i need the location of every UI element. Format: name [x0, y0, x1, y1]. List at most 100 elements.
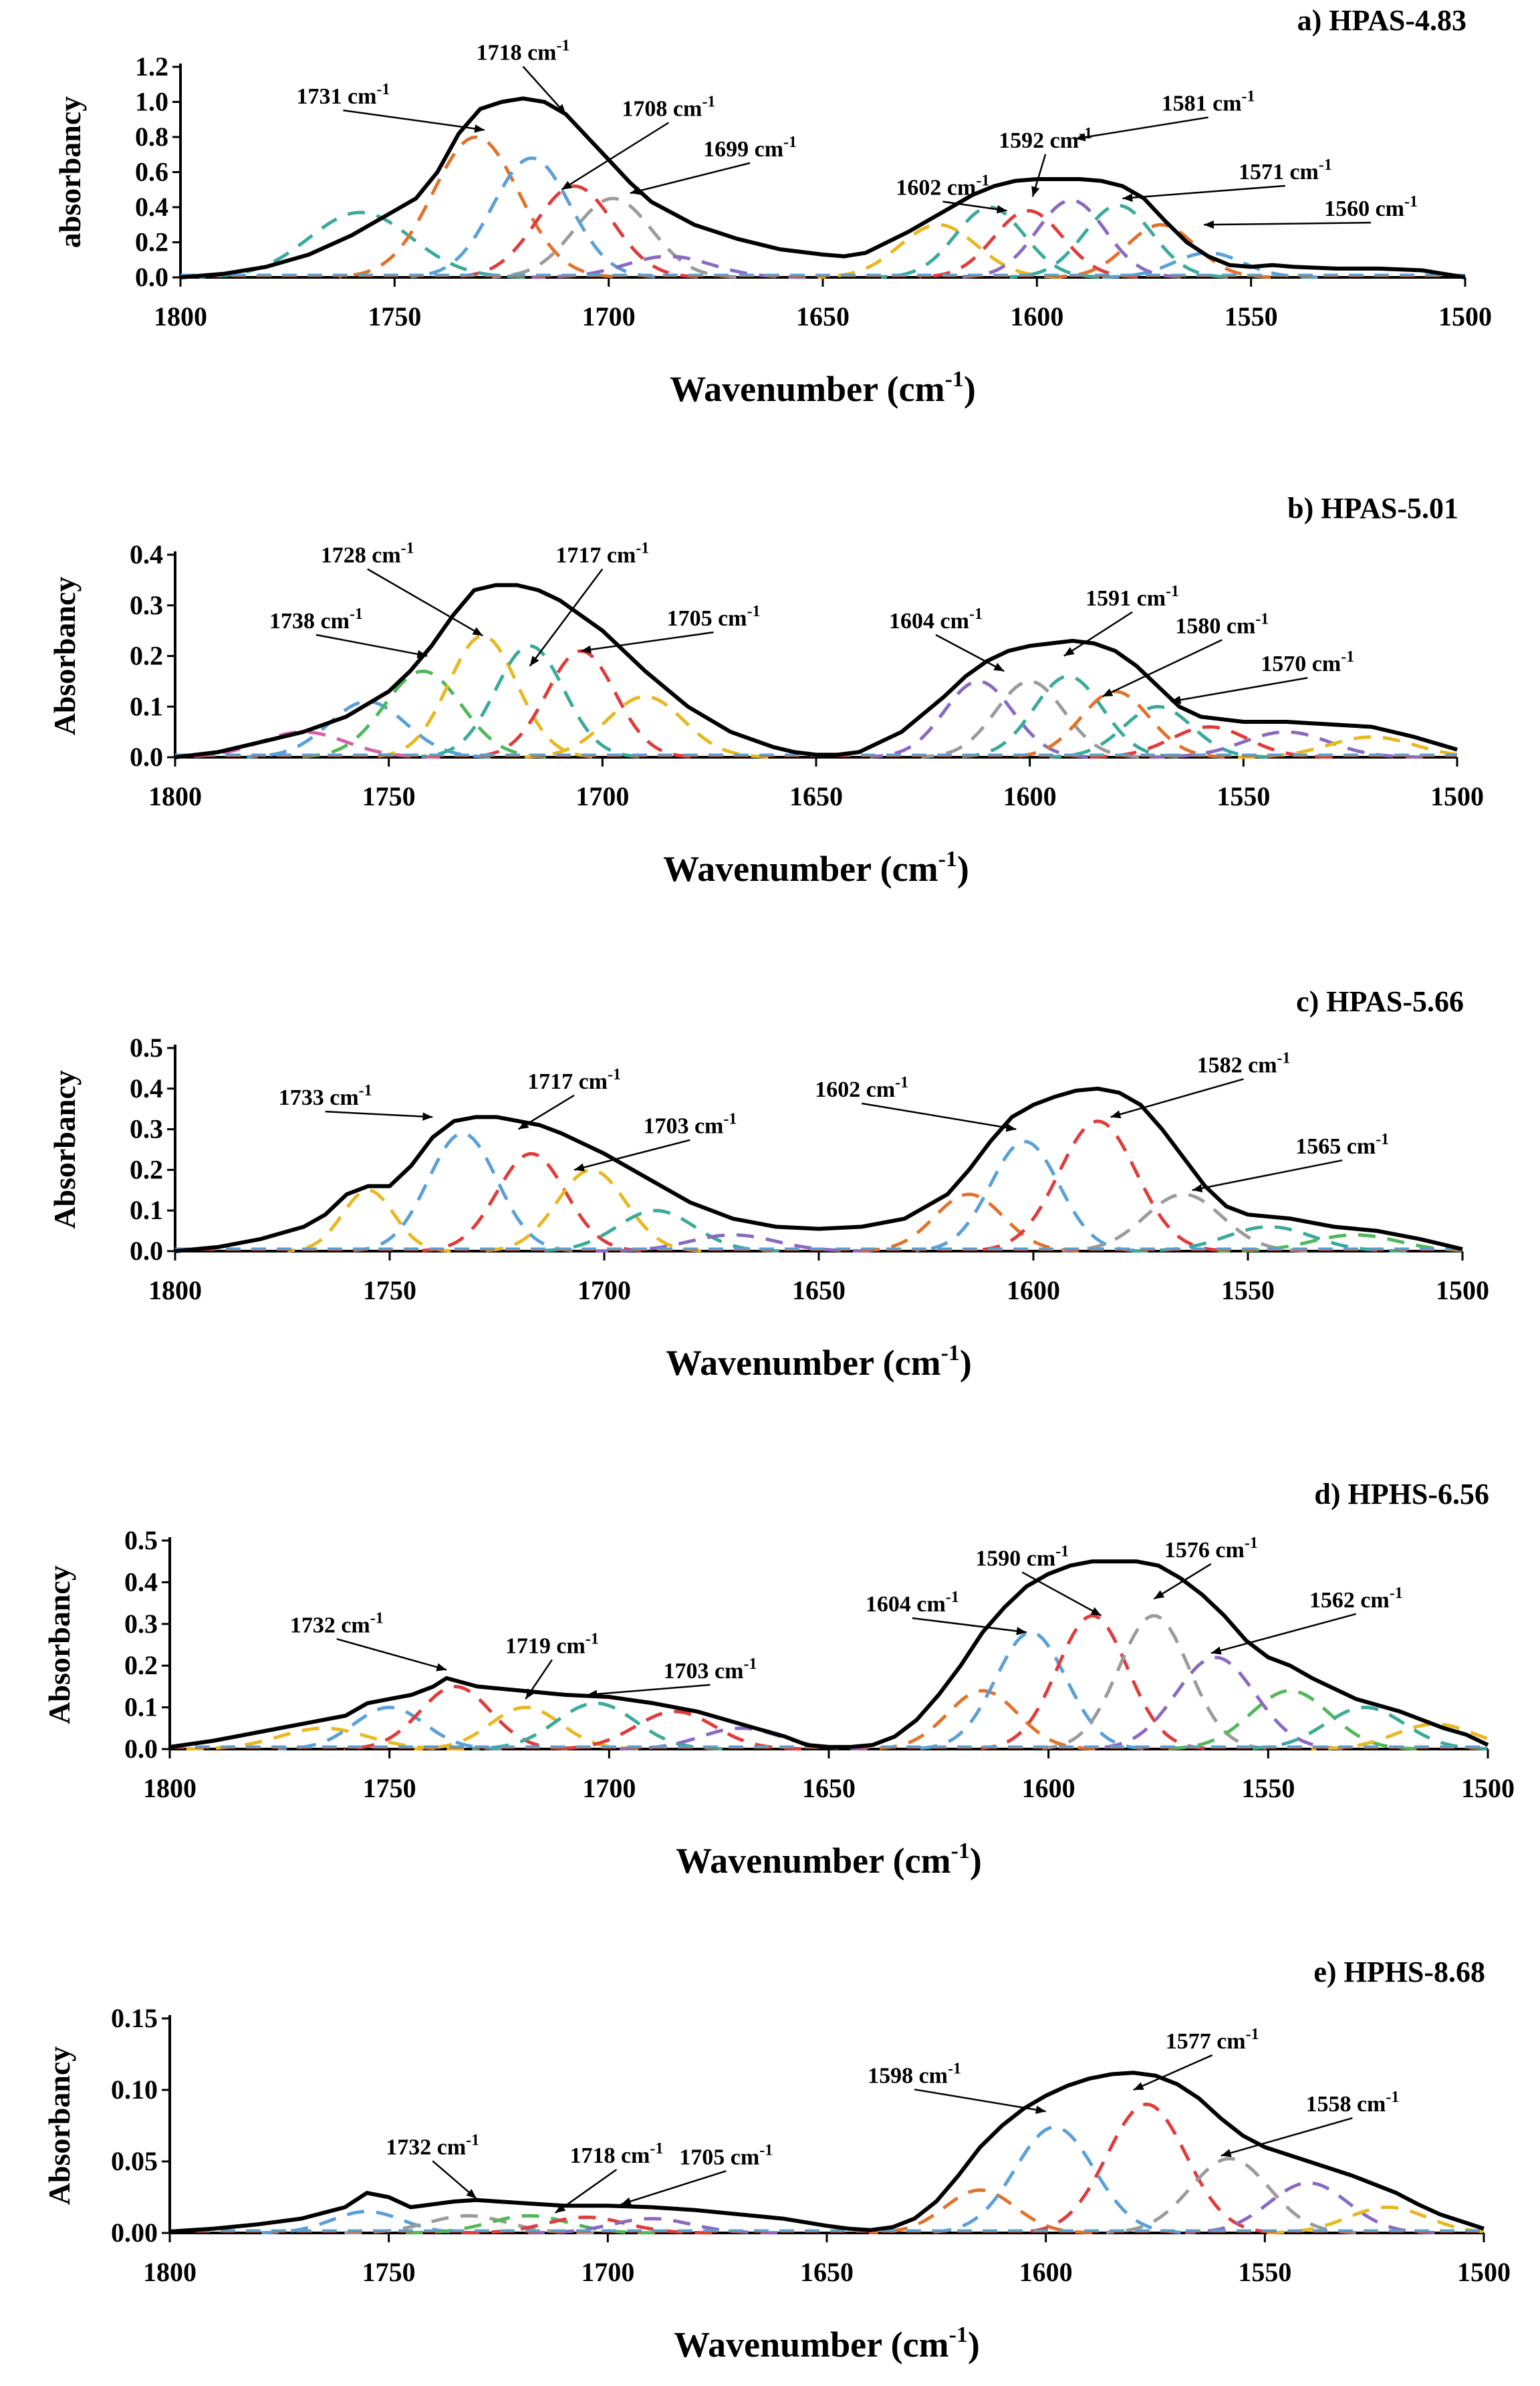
x-tick-label: 1550 — [1221, 1275, 1275, 1305]
component-band-1703 — [472, 1701, 723, 1751]
peak-arrow-line — [1021, 1571, 1102, 1617]
spectrum-envelope-line — [169, 2071, 1485, 2234]
x-tick-label: 1800 — [148, 1275, 202, 1305]
component-band-1685 — [551, 1710, 802, 1751]
peak-arrow-head — [1075, 133, 1086, 142]
x-tick-label: 1550 — [1241, 1773, 1295, 1803]
peak-label-1570: 1570 cm-1 — [1261, 648, 1354, 676]
x-tick-label: 1650 — [800, 2257, 854, 2287]
peak-label-1703: 1703 cm-1 — [643, 1111, 737, 1139]
y-tick-label: 1.0 — [135, 87, 168, 117]
peak-label-1558: 1558 cm-1 — [1305, 2089, 1399, 2117]
component-band-1604 — [919, 1630, 1144, 1750]
component-band-1735 — [344, 1684, 568, 1750]
x-tick-label: 1500 — [1438, 301, 1492, 332]
peak-arrow-line — [1075, 116, 1208, 140]
peak-label-1717: 1717 cm-1 — [555, 539, 649, 567]
x-tick-label: 1550 — [1238, 2257, 1291, 2287]
y-tick-label: 0.1 — [124, 1692, 158, 1722]
y-tick-label: 0.3 — [130, 590, 163, 620]
component-band-1602 — [919, 209, 1138, 279]
x-tick-label: 1800 — [143, 2257, 197, 2287]
x-tick-label: 1750 — [363, 1275, 416, 1305]
spectrum-envelope-line — [174, 1086, 1463, 1253]
x-tick-label: 1750 — [362, 2257, 416, 2287]
component-band-1612 — [870, 679, 1088, 759]
y-tick-label: 0.10 — [111, 2075, 158, 2105]
peak-label-1703: 1703 cm-1 — [664, 1655, 757, 1684]
component-band-1733 — [353, 1132, 573, 1252]
spectrum-envelope-line — [174, 583, 1458, 759]
component-band-1591 — [959, 674, 1178, 759]
component-band-1690 — [524, 694, 769, 759]
component-band-1703 — [482, 1168, 702, 1252]
peak-arrow-head — [1016, 1627, 1027, 1635]
panel-title: e) HPHS-8.68 — [1313, 1956, 1485, 1988]
y-tick-label: 0.05 — [111, 2146, 158, 2176]
peak-arrow-line — [517, 1094, 575, 1130]
component-band-1615 — [871, 1689, 1096, 1750]
component-band-1718 — [410, 156, 656, 279]
x-tick-label: 1600 — [1003, 781, 1057, 811]
component-band-1545 — [1132, 1224, 1407, 1253]
peak-arrow-head — [529, 656, 539, 666]
x-axis-title: Wavenumber (cm-1) — [666, 1341, 972, 1383]
peak-arrow-head — [1031, 186, 1040, 197]
peak-arrow-head — [1110, 1110, 1122, 1119]
y-axis-title: absorbancy — [53, 96, 87, 248]
x-tick-label: 1800 — [148, 781, 202, 811]
peak-label-1718: 1718 cm-1 — [569, 2140, 663, 2168]
component-band-1728 — [374, 634, 593, 759]
y-tick-label: 0.8 — [135, 122, 168, 152]
component-band-1602 — [915, 1140, 1135, 1252]
peak-label-1718: 1718 cm-1 — [477, 37, 570, 65]
component-band-1576 — [1042, 1614, 1267, 1750]
spectrum-envelope-line — [180, 96, 1466, 279]
y-tick-label: 0.3 — [130, 1114, 163, 1144]
y-tick-label: 0.4 — [130, 539, 163, 569]
component-band-1615 — [860, 1192, 1079, 1252]
x-tick-label: 1650 — [789, 781, 843, 811]
component-band-1528 — [1241, 1706, 1487, 1750]
peak-label-1708: 1708 cm-1 — [622, 94, 715, 122]
peak-label-1591: 1591 cm-1 — [1085, 583, 1179, 611]
peak-arrow-head — [416, 650, 428, 658]
peak-arrow-head — [997, 205, 1007, 214]
y-tick-label: 0.2 — [130, 1154, 163, 1184]
peak-arrow-line — [1192, 1159, 1343, 1192]
peak-arrow-line — [561, 122, 670, 190]
x-tick-label: 1700 — [582, 1773, 636, 1803]
y-tick-label: 0.4 — [130, 1073, 163, 1103]
component-band-1545 — [1166, 1689, 1417, 1750]
component-band-1686 — [531, 254, 806, 279]
peak-arrow-line — [1063, 611, 1133, 657]
peak-arrow-line — [1221, 2117, 1353, 2157]
peak-label-1705: 1705 cm-1 — [679, 2141, 773, 2169]
panel-c: 0.0 0.1 0.2 0.3 0.4 0.5 1800 1750 1700 1650 1600 15… — [47, 985, 1489, 1383]
peak-arrow-head — [1170, 696, 1182, 704]
y-tick-label: 1.2 — [135, 51, 168, 82]
component-band-1719 — [414, 1706, 638, 1751]
x-axis-title: Wavenumber (cm-1) — [674, 2323, 980, 2365]
x-axis-title: Wavenumber (cm-1) — [670, 367, 976, 409]
x-tick-label: 1550 — [1216, 781, 1270, 811]
peak-arrow-head — [1102, 688, 1114, 697]
panel-title: d) HPHS-6.56 — [1314, 1478, 1489, 1510]
y-tick-label: 0.4 — [124, 1567, 158, 1597]
peak-arrow-line — [325, 1110, 433, 1118]
component-band-1611 — [880, 205, 1100, 279]
peak-label-1592: 1592 cm-1 — [999, 125, 1092, 153]
y-axis-title: Absorbancy — [47, 577, 82, 736]
component-band-1562 — [1091, 1655, 1342, 1750]
peak-arrow-head — [1005, 1123, 1017, 1132]
panel-b: 0.0 0.1 0.2 0.3 0.4 1800 1750 1700 1650 1600 1550 1… — [47, 492, 1484, 889]
x-tick-label: 1750 — [368, 301, 421, 332]
component-band-1717 — [421, 644, 640, 759]
x-tick-label: 1700 — [581, 2257, 634, 2287]
y-tick-label: 0.5 — [124, 1525, 158, 1555]
y-tick-label: 0.2 — [135, 227, 168, 257]
peak-arrow-head — [1221, 2149, 1232, 2157]
peak-arrow-head — [1133, 2082, 1144, 2090]
component-band-1600 — [921, 679, 1140, 759]
peak-arrow-head — [422, 1112, 433, 1121]
